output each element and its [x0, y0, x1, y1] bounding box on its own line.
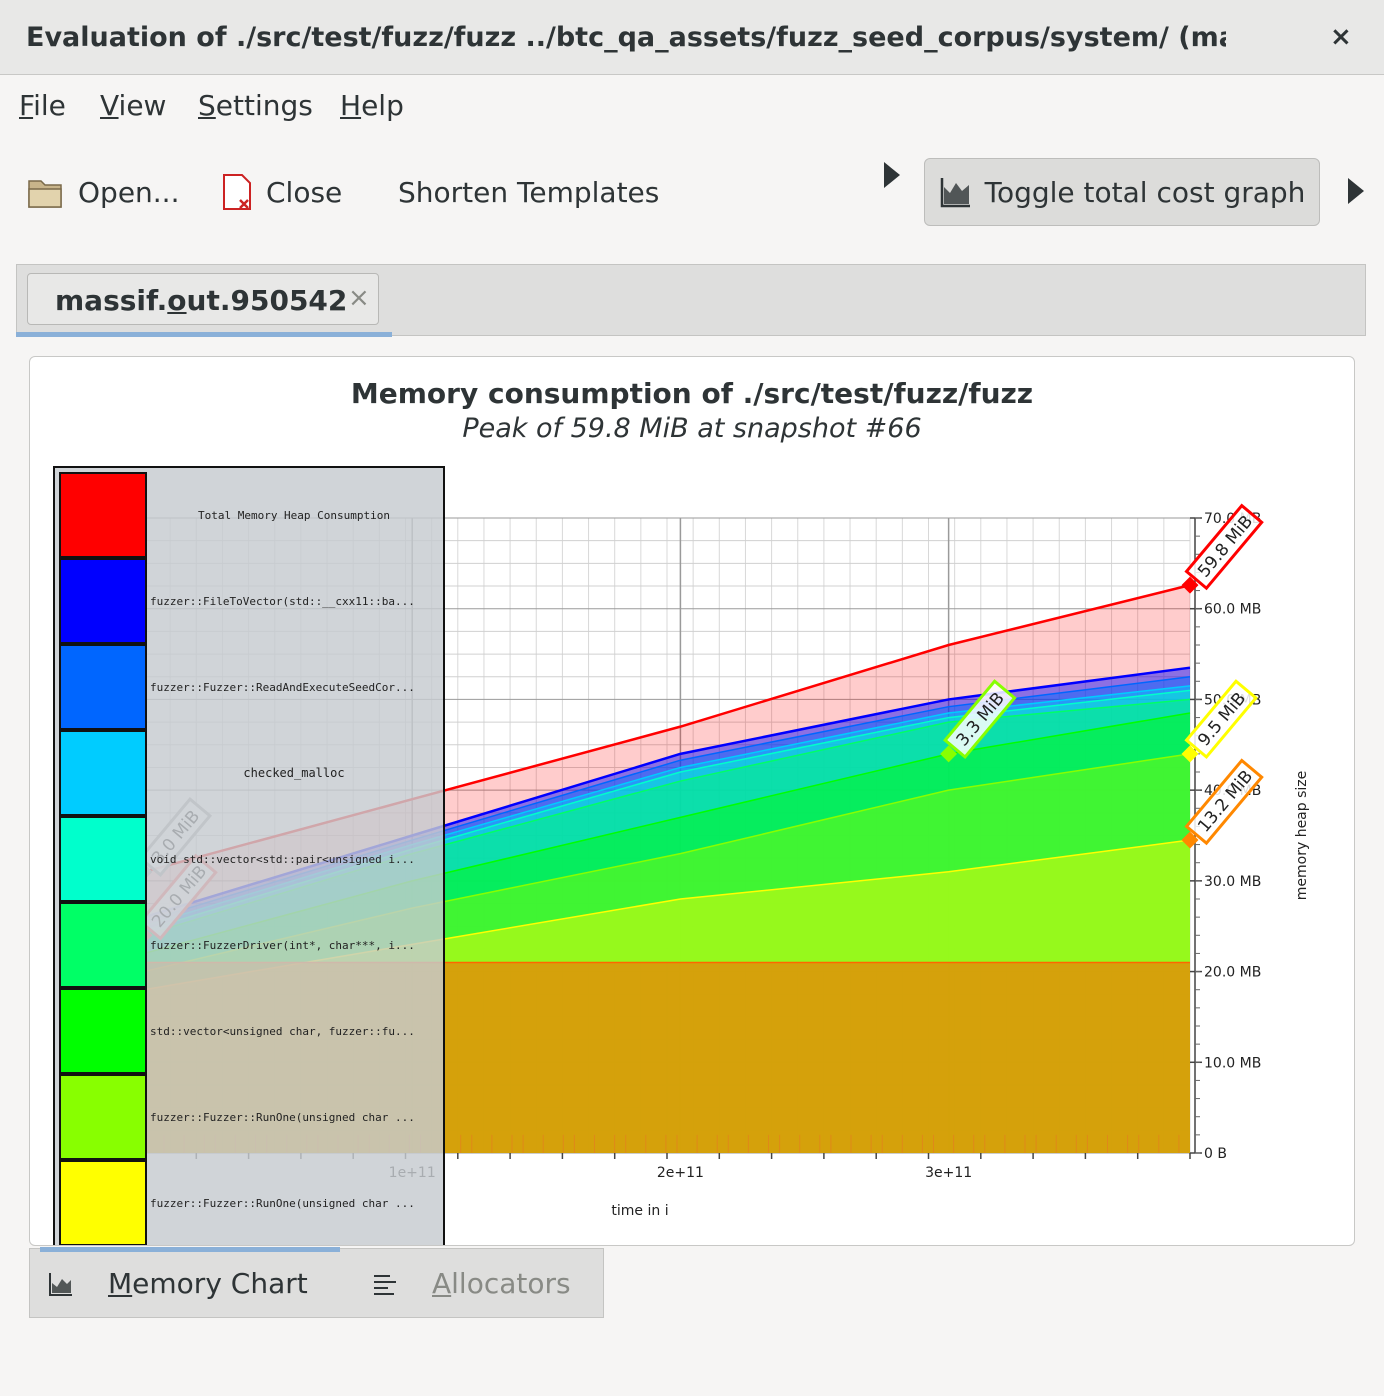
- menu-file[interactable]: File: [19, 89, 66, 122]
- view-tab-bar: Memory Chart Allocators: [29, 1247, 604, 1318]
- legend-swatch-0: [59, 472, 147, 558]
- annotation-label: 13.2 MiB: [1194, 767, 1257, 837]
- menu-help[interactable]: Help: [340, 89, 404, 122]
- tab-allocators[interactable]: Allocators: [372, 1267, 571, 1300]
- annotation-box: [1184, 503, 1264, 591]
- list-icon: [374, 1274, 396, 1295]
- annotation-marker: [940, 745, 958, 763]
- file-tab-close-icon[interactable]: ×: [348, 283, 370, 313]
- window-close-icon[interactable]: ×: [1330, 22, 1352, 52]
- file-tab-label: massif.out.950542: [55, 284, 348, 317]
- legend-label-5: fuzzer::FuzzerDriver(int*, char***, i...: [150, 939, 415, 952]
- shorten-templates-button[interactable]: Shorten Templates: [398, 160, 659, 224]
- legend-swatch-4: [59, 816, 147, 902]
- menu-view[interactable]: View: [100, 89, 166, 122]
- legend-swatch-3: [59, 730, 147, 816]
- file-tab-bar: massif.out.950542 ×: [16, 264, 1366, 336]
- folder-open-icon: [28, 180, 62, 208]
- close-document-icon: [223, 174, 251, 210]
- annotation-marker: [1181, 831, 1199, 849]
- legend-swatch-6: [59, 988, 147, 1074]
- menu-view-mnemonic: V: [100, 89, 119, 122]
- menu-help-mnemonic: H: [340, 89, 362, 122]
- close-file-button[interactable]: Close: [220, 160, 342, 224]
- legend-swatch-7: [59, 1074, 147, 1160]
- legend-label-0: Total Memory Heap Consumption: [198, 509, 390, 522]
- x-tick-label: 2e+11: [657, 1165, 704, 1181]
- open-button[interactable]: Open...: [26, 160, 180, 224]
- menu-settings[interactable]: Settings: [198, 89, 313, 122]
- legend-label-1: fuzzer::FileToVector(std::__cxx11::ba...: [150, 595, 415, 608]
- menu-help-label: elp: [361, 89, 404, 122]
- y-axis-label: memory heap size: [1294, 771, 1310, 901]
- legend-swatch-5: [59, 902, 147, 988]
- annotation-box: [1184, 679, 1259, 760]
- legend-label-6: std::vector<unsigned char, fuzzer::fu...: [150, 1025, 415, 1038]
- menu-view-label: iew: [118, 89, 167, 122]
- window-titlebar: Evaluation of ./src/test/fuzz/fuzz ../bt…: [0, 0, 1384, 75]
- toolbar-overflow-right-arrow-icon[interactable]: [1348, 178, 1364, 204]
- memory-chart-panel: Memory consumption of ./src/test/fuzz/fu…: [29, 356, 1355, 1246]
- tab-memory-chart[interactable]: Memory Chart: [48, 1267, 308, 1300]
- y-tick-label: 60.0 MB: [1204, 602, 1261, 618]
- tab-memory-chart-label: Memory Chart: [108, 1267, 308, 1300]
- chart-tab-icon: [49, 1272, 72, 1296]
- annotation-callout: 13.2 MiB: [1184, 758, 1264, 846]
- y-tick-label: 10.0 MB: [1204, 1055, 1261, 1071]
- menu-settings-mnemonic: S: [198, 89, 216, 122]
- x-tick-label: 3e+11: [925, 1165, 972, 1181]
- legend-swatch-2: [59, 644, 147, 730]
- open-label: Open...: [78, 175, 180, 209]
- close-label: Close: [266, 175, 343, 209]
- legend-label-7: fuzzer::Fuzzer::RunOne(unsigned char ...: [150, 1111, 415, 1124]
- file-tab-active-indicator: [16, 332, 392, 337]
- memory-chart-tab-indicator: [40, 1247, 340, 1252]
- chart-title: Memory consumption of ./src/test/fuzz/fu…: [350, 377, 1034, 410]
- toggle-total-cost-label: Toggle total cost graph: [984, 175, 1306, 209]
- menu-bar: File View Settings Help: [0, 75, 1384, 133]
- window-title: Evaluation of ./src/test/fuzz/fuzz ../bt…: [26, 22, 1226, 53]
- annotation-box: [943, 679, 1017, 760]
- legend-swatch-1: [59, 558, 147, 644]
- area-chart-icon: [940, 178, 970, 208]
- y-tick-label: 0 B: [1204, 1146, 1227, 1162]
- x-axis-label: time in i: [611, 1203, 668, 1219]
- legend-label-3: checked_malloc: [243, 766, 344, 780]
- legend-label-2: fuzzer::Fuzzer::ReadAndExecuteSeedCor...: [150, 681, 415, 694]
- y-tick-label: 20.0 MB: [1204, 965, 1261, 981]
- tab-allocators-label: Allocators: [432, 1267, 571, 1300]
- menu-file-label: ile: [33, 89, 66, 122]
- toolbar-overflow-left-arrow-icon[interactable]: [884, 162, 900, 188]
- menu-settings-label: ettings: [215, 89, 313, 122]
- annotation-box: [1184, 758, 1264, 846]
- legend-label-4: void std::vector<std::pair<unsigned i...: [150, 853, 415, 866]
- toggle-total-cost-button[interactable]: Toggle total cost graph: [924, 158, 1320, 226]
- shorten-templates-label: Shorten Templates: [398, 175, 660, 209]
- toolbar: Open... Close Shorten Templates Toggle t…: [0, 140, 1384, 250]
- legend-swatch-8: [59, 1160, 147, 1245]
- menu-file-mnemonic: F: [19, 89, 34, 122]
- file-tab[interactable]: massif.out.950542 ×: [27, 273, 379, 325]
- legend-label-8: fuzzer::Fuzzer::RunOne(unsigned char ...: [150, 1197, 415, 1210]
- chart-subtitle: Peak of 59.8 MiB at snapshot #66: [462, 413, 922, 444]
- y-tick-label: 30.0 MB: [1204, 874, 1261, 890]
